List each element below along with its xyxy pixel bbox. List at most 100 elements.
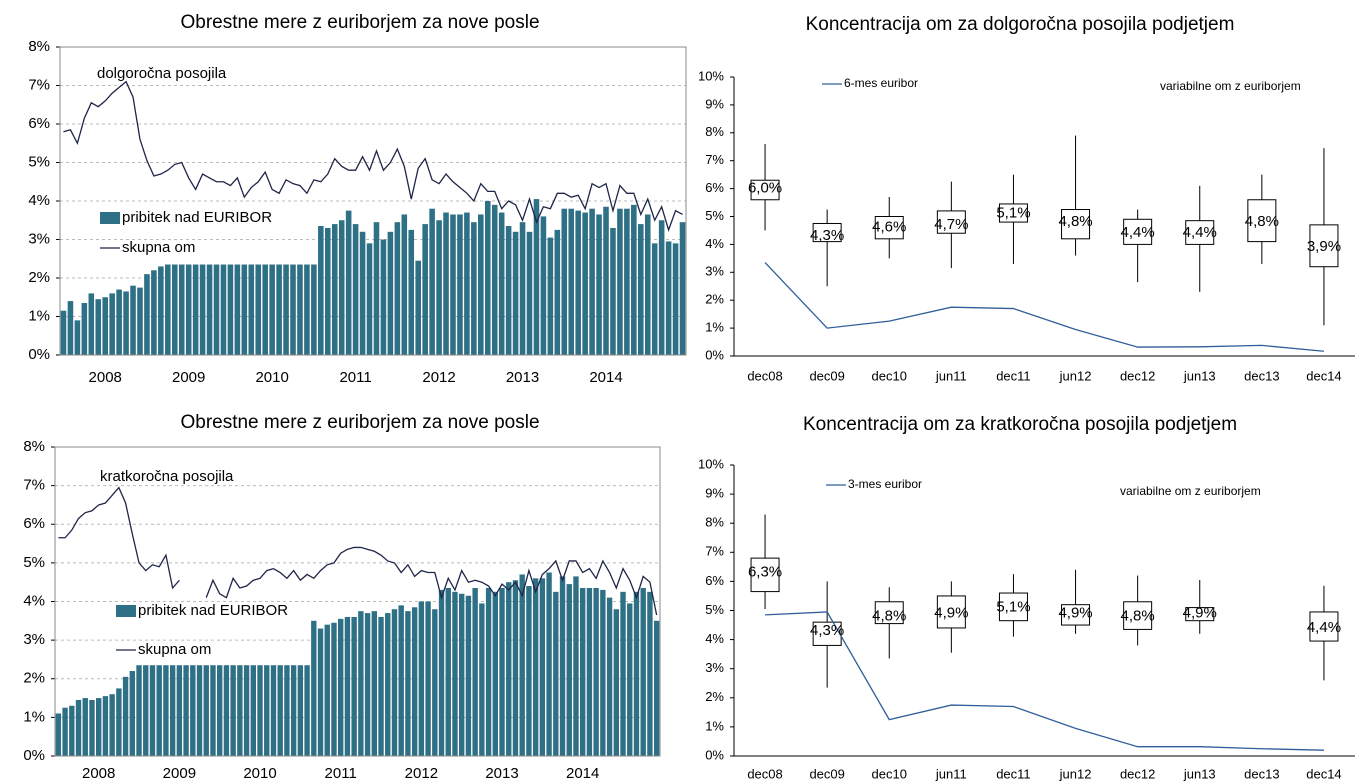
bar bbox=[203, 665, 209, 756]
y-tick-label: 1% bbox=[28, 307, 50, 324]
bar bbox=[452, 591, 458, 756]
bar bbox=[445, 587, 451, 756]
bar bbox=[679, 222, 686, 355]
x-tick-label: 2014 bbox=[566, 765, 599, 781]
bar bbox=[640, 587, 646, 756]
bar bbox=[387, 231, 394, 355]
bar bbox=[568, 208, 575, 355]
bar bbox=[206, 264, 213, 355]
x-tick-label: jun13 bbox=[1183, 368, 1216, 383]
bar bbox=[338, 220, 345, 355]
y-tick-label: 5% bbox=[28, 153, 50, 170]
bar bbox=[196, 665, 203, 756]
plot-frame bbox=[54, 446, 661, 757]
bar bbox=[317, 628, 324, 756]
box bbox=[1123, 218, 1153, 245]
bar bbox=[304, 264, 310, 355]
bar bbox=[471, 222, 477, 355]
bar bbox=[324, 624, 330, 756]
bar bbox=[227, 264, 234, 355]
bar bbox=[345, 210, 352, 355]
box bbox=[812, 222, 842, 243]
bar bbox=[620, 591, 626, 756]
bar bbox=[459, 593, 465, 756]
value-label: 4,8% bbox=[1121, 607, 1155, 624]
y-tick-label: 2% bbox=[705, 292, 724, 307]
bar bbox=[358, 611, 364, 756]
bar bbox=[217, 665, 223, 756]
bar bbox=[75, 699, 82, 756]
x-tick-label: dec11 bbox=[996, 766, 1030, 781]
y-tick-label: 0% bbox=[23, 747, 45, 764]
y-tick-label: 8% bbox=[28, 38, 50, 55]
bar bbox=[425, 601, 431, 756]
annotation: dolgoročna posojila bbox=[97, 65, 227, 82]
x-tick-label: dec09 bbox=[809, 766, 844, 781]
bar bbox=[505, 226, 512, 355]
value-label: 4,8% bbox=[1058, 213, 1092, 230]
bar bbox=[519, 222, 526, 355]
bar bbox=[178, 264, 185, 355]
bar bbox=[81, 303, 88, 355]
line bbox=[58, 486, 658, 616]
annotation: kratkoročna posojila bbox=[100, 468, 234, 485]
bar bbox=[438, 589, 445, 756]
x-tick-label: dec12 bbox=[1120, 766, 1155, 781]
bar bbox=[220, 264, 227, 355]
bar bbox=[408, 229, 415, 355]
box bbox=[1309, 611, 1339, 642]
x-tick-label: 2014 bbox=[589, 369, 622, 386]
bar bbox=[344, 616, 351, 756]
bar bbox=[169, 665, 176, 756]
bar bbox=[262, 264, 268, 355]
bar bbox=[575, 210, 581, 355]
y-tick-label: 0% bbox=[705, 347, 724, 362]
bar bbox=[96, 698, 102, 756]
bar bbox=[243, 665, 250, 756]
x-tick-label: dec14 bbox=[1306, 368, 1341, 383]
bar bbox=[144, 274, 150, 355]
box bbox=[1185, 220, 1215, 245]
bar bbox=[554, 229, 561, 355]
y-tick-label: 10% bbox=[698, 456, 724, 471]
y-tick-label: 7% bbox=[705, 152, 724, 167]
x-tick-label: dec08 bbox=[747, 766, 782, 781]
value-label: 4,9% bbox=[1183, 604, 1217, 621]
bar bbox=[600, 589, 606, 756]
y-tick-label: 4% bbox=[705, 236, 724, 251]
bar bbox=[540, 216, 547, 355]
bar bbox=[190, 665, 196, 756]
bar bbox=[297, 665, 304, 756]
legend-label: skupna om bbox=[138, 641, 211, 658]
bar bbox=[143, 665, 149, 756]
y-tick-label: 1% bbox=[23, 708, 45, 725]
x-tick-label: 2010 bbox=[243, 765, 276, 781]
bar bbox=[257, 665, 263, 756]
box bbox=[874, 601, 904, 625]
bar bbox=[270, 665, 277, 756]
bar bbox=[250, 665, 256, 756]
bar bbox=[589, 208, 595, 355]
bar bbox=[311, 620, 317, 756]
bar bbox=[443, 212, 449, 355]
bar bbox=[151, 270, 157, 355]
bar bbox=[284, 665, 290, 756]
bar bbox=[586, 587, 593, 756]
value-label: 6,0% bbox=[748, 180, 782, 197]
x-tick-label: 2009 bbox=[172, 369, 205, 386]
bar bbox=[163, 665, 169, 756]
box bbox=[1061, 209, 1091, 240]
bar bbox=[123, 291, 129, 355]
bar bbox=[566, 584, 572, 756]
x-tick-label: 2008 bbox=[82, 765, 115, 781]
x-tick-label: dec13 bbox=[1244, 766, 1279, 781]
bar bbox=[485, 587, 492, 756]
legend-label: skupna om bbox=[122, 239, 195, 256]
bar bbox=[553, 591, 559, 756]
x-tick-label: jun12 bbox=[1059, 368, 1092, 383]
bar bbox=[325, 227, 331, 355]
bar bbox=[129, 671, 135, 756]
bar bbox=[255, 264, 262, 355]
bar bbox=[627, 603, 633, 756]
box bbox=[1309, 224, 1339, 268]
